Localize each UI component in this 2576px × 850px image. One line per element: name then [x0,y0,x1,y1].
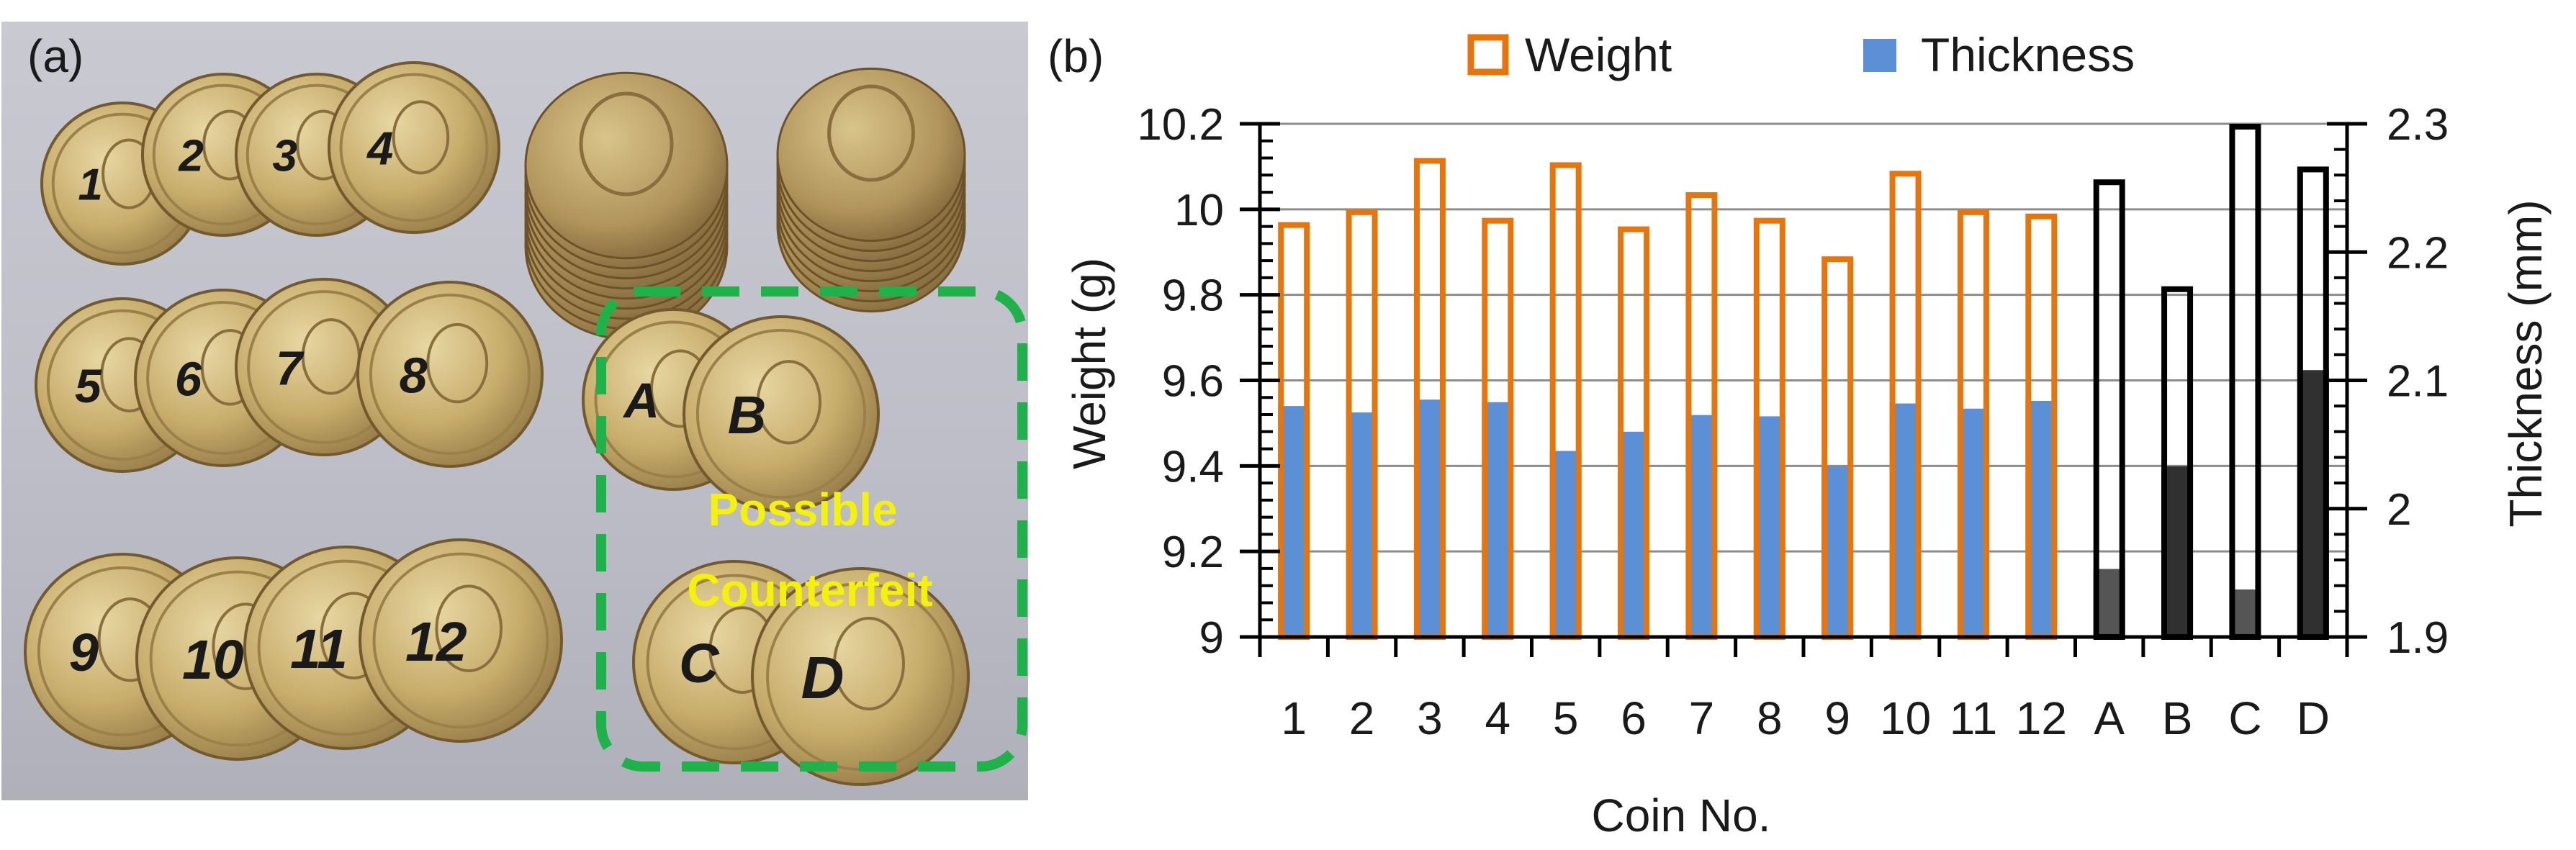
coin-mark-12: 12 [405,611,467,673]
right-tick-label: 2.1 [2387,357,2449,407]
left-axis-title: Weight (g) [1063,258,1115,469]
counterfeit-highlight-box [596,286,1027,772]
panel-a-label: (a) [27,30,84,82]
coin-mark-5: 5 [75,359,102,412]
coin-mark-A: A [622,373,659,428]
chart-panel: (b) Weight Thickness 9 9.2 9.4 9.6 9.8 10 10.2… [1048,28,2552,841]
chart-legend: Weight Thickness [1467,28,2135,81]
bars [1278,124,2329,641]
left-tick-label: 9 [1199,613,1224,663]
right-tick-label: 2.2 [2387,228,2449,278]
coin-mark-7: 7 [276,341,305,395]
legend-label-thickness: Thickness [1921,28,2135,81]
right-axis-title: Thickness (mm) [2500,199,2552,527]
left-tick-label: 9.8 [1162,271,1224,321]
x-tick-label-9: 9 [1824,692,1850,744]
bar-weight-C [2229,124,2261,640]
x-tick-label-12: 12 [2016,692,2067,744]
coin-pile: 12 3 45 6 7 89 10 11 12A BC D [24,61,970,786]
legend-label-weight: Weight [1525,28,1672,81]
x-tick-label-1: 1 [1281,692,1307,744]
x-tick-label-C: C [2228,692,2261,744]
coin-mark-D: D [801,644,845,711]
x-axis-tick-labels: 1 2 3 4 5 6 7 8 9 10 11 12 A B C D [1258,637,2349,744]
left-tick-label: 9.2 [1162,528,1224,577]
coin-mark-9: 9 [69,623,99,682]
right-axis-ticks: 1.9 2 2.1 2.2 2.3 [2327,100,2449,663]
right-tick-label: 2.3 [2387,100,2449,150]
coin-mark-B: B [728,385,766,445]
coin-portrait-outline [827,84,915,182]
coin-stack-disc [524,71,729,260]
x-tick-label-B: B [2162,692,2193,744]
coin-mark-C: C [679,633,720,695]
left-tick-label: 10.2 [1137,100,1224,150]
coin-portrait-outline [392,100,450,175]
right-tick-label: 2 [2387,485,2411,535]
annotation-line-1: Possible [708,484,897,535]
x-tick-label-D: D [2297,692,2330,744]
left-axis-ticks: 9 9.2 9.4 9.6 9.8 10 10.2 [1137,100,1280,663]
coin-D [751,567,970,786]
coin-mark-4: 4 [366,122,393,175]
coin-rim [339,73,489,222]
coin-rim [369,293,531,456]
x-tick-label-2: 2 [1349,692,1375,744]
x-tick-label-10: 10 [1880,692,1931,744]
coin-portrait-outline [756,360,822,445]
coin-rim [372,552,549,729]
coin-stack-disc [776,67,966,243]
left-tick-label: 9.4 [1162,442,1224,492]
coin-mark-11: 11 [290,618,348,680]
x-tick-label-5: 5 [1553,692,1579,744]
coin-mark-2: 2 [178,131,203,181]
coin-rim [695,328,867,499]
annotation-line-2: Counterfeit [687,564,932,616]
x-tick-label-A: A [2094,692,2125,744]
legend-swatch-thickness [1863,39,1896,72]
coin-8 [356,281,544,468]
legend-swatch-weight [1467,34,1509,76]
bar-weight-A [2093,179,2125,641]
coin-mark-10: 10 [182,629,244,691]
x-tick-label-7: 7 [1689,692,1715,744]
x-axis-title: Coin No. [1592,790,1771,841]
coin-12 [359,538,563,743]
x-tick-label-4: 4 [1485,692,1511,744]
coin-mark-1: 1 [78,160,102,209]
coin-portrait-outline [435,584,503,673]
coin-portrait-outline [426,322,489,404]
x-tick-label-6: 6 [1621,692,1647,744]
right-tick-label: 1.9 [2387,613,2449,663]
x-tick-label-8: 8 [1757,692,1783,744]
x-tick-label-3: 3 [1417,692,1443,744]
panel-b-label: (b) [1048,30,1104,82]
left-tick-label: 10 [1174,186,1224,235]
coin-portrait-outline [833,617,905,710]
coin-B [683,315,880,512]
coin-mark-6: 6 [175,352,202,406]
coin-portrait-outline [579,91,674,196]
coin-mark-8: 8 [400,348,428,404]
coin-4 [328,61,500,234]
x-tick-label-11: 11 [1950,692,1997,744]
left-tick-label: 9.6 [1162,357,1224,407]
coin-mark-3: 3 [272,131,297,181]
coin-photo-panel: 12 3 45 6 7 89 10 11 12A BC D Possible Counterfeit… [1,22,1028,800]
